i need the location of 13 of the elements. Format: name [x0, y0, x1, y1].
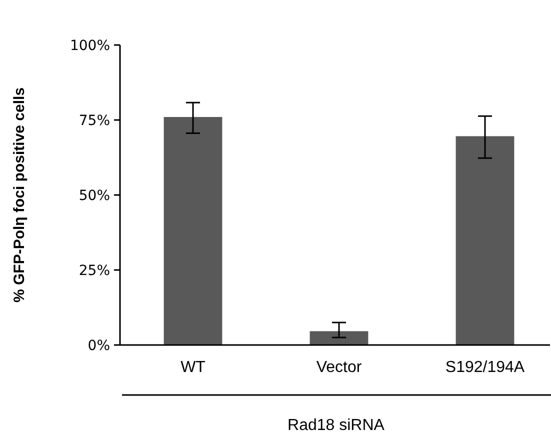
bar: [164, 117, 222, 345]
x-tick-label: Vector: [316, 359, 362, 376]
y-axis-title: % GFP-Polη foci positive cells: [11, 87, 28, 303]
y-tick-label: 75%: [78, 112, 110, 129]
y-tick-label: 50%: [78, 188, 110, 204]
y-tick-label: 0%: [88, 338, 110, 354]
bar: [456, 136, 514, 345]
x-tick-label: WT: [180, 359, 206, 376]
bar: [310, 331, 368, 345]
y-tick-label: 25%: [78, 262, 110, 279]
x-tick-label: S192/194A: [445, 359, 525, 376]
x-axis-title: Rad18 siRNA: [288, 417, 385, 434]
y-tick-label: 100%: [70, 38, 110, 54]
